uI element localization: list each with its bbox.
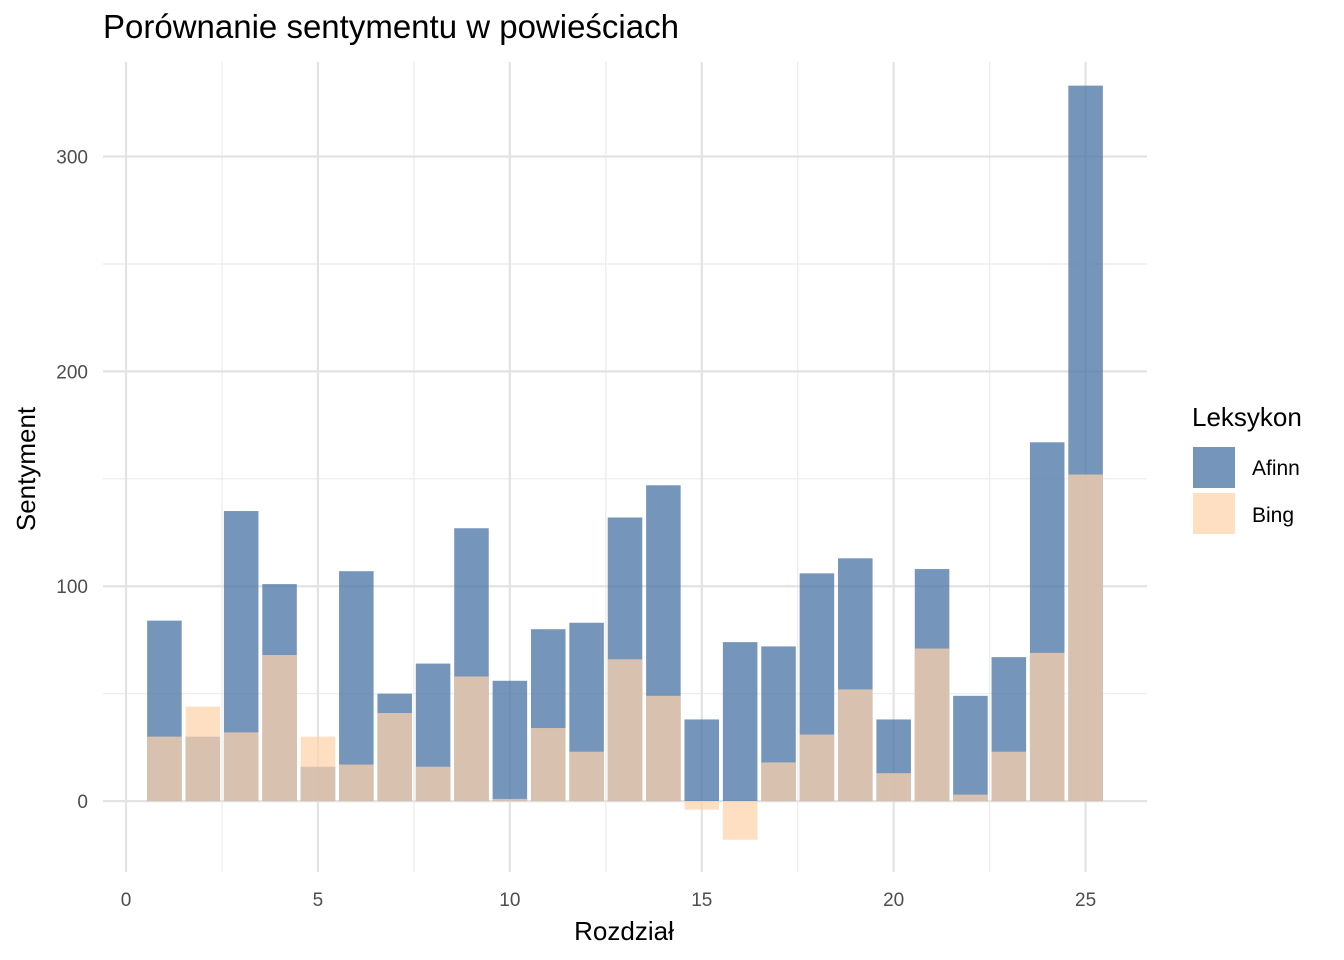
bar-afinn-22 (953, 695, 988, 802)
bar-afinn-16 (722, 642, 758, 802)
x-tick-label: 5 (313, 890, 324, 911)
bar-bing-16 (722, 801, 758, 840)
bar-bing-22 (953, 794, 988, 802)
bar-bing-1 (147, 736, 182, 802)
legend-swatch-afinn (1193, 447, 1235, 488)
legend-label-afinn: Afinn (1252, 457, 1300, 480)
bar-bing-10 (492, 798, 528, 802)
bar-bing-21 (914, 648, 950, 802)
x-tick-label: 0 (121, 890, 132, 911)
legend-label-bing: Bing (1252, 504, 1294, 527)
y-tick-label: 100 (56, 577, 88, 598)
x-tick-label: 20 (883, 890, 904, 911)
bar-bing-13 (607, 659, 643, 802)
y-axis-label: Sentyment (11, 406, 41, 531)
x-tick-label: 10 (499, 890, 520, 911)
legend: Leksykon Afinn Bing (1192, 402, 1302, 534)
bar-bing-24 (1029, 652, 1065, 802)
bar-bing-7 (377, 713, 412, 802)
legend-swatch-bing (1193, 493, 1235, 534)
y-tick-label: 0 (77, 792, 88, 813)
bar-bing-2 (185, 706, 221, 802)
bar-bing-8 (415, 766, 451, 802)
bar-bing-12 (569, 751, 604, 802)
bars-layer (147, 85, 1103, 840)
y-tick-label: 300 (56, 148, 88, 169)
bar-bing-6 (339, 764, 374, 802)
legend-title: Leksykon (1192, 402, 1302, 432)
bar-bing-23 (991, 751, 1027, 802)
y-tick-label: 200 (56, 362, 88, 383)
bar-bing-18 (799, 734, 835, 802)
bar-bing-5 (300, 736, 336, 802)
bar-bing-25 (1068, 474, 1103, 802)
bar-afinn-6 (339, 571, 374, 802)
bar-bing-9 (454, 676, 489, 802)
bar-bing-14 (646, 695, 681, 802)
x-tick-label: 15 (691, 890, 712, 911)
bar-afinn-10 (492, 680, 528, 802)
bar-bing-15 (684, 801, 720, 810)
bar-bing-11 (530, 728, 566, 802)
x-axis-label: Rozdział (574, 916, 674, 946)
bar-bing-20 (876, 773, 911, 802)
ticks-layer: 0 5 10 15 20 25 0 100 200 300 (56, 148, 1096, 911)
bar-bing-19 (838, 689, 873, 802)
x-tick-label: 25 (1075, 890, 1096, 911)
bar-bing-3 (223, 732, 259, 802)
bar-bing-17 (761, 762, 796, 802)
chart-title: Porównanie sentymentu w powieściach (103, 8, 679, 45)
bar-bing-4 (262, 654, 297, 802)
bar-afinn-15 (684, 719, 720, 802)
